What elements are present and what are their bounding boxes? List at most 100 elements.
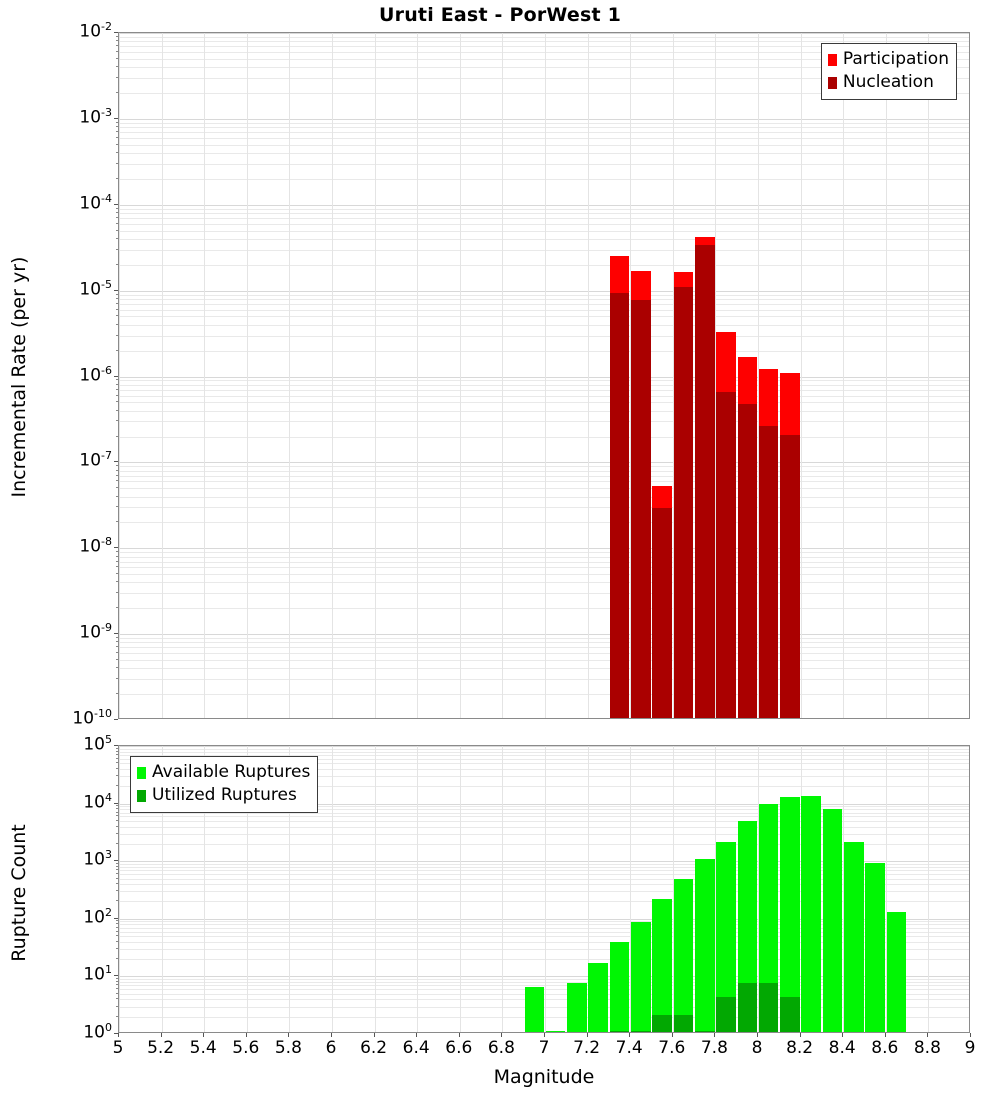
xtick-label: 8.2 — [786, 1038, 814, 1058]
legend-entry[interactable]: Available Ruptures — [137, 761, 310, 784]
ytick-mark-minor — [116, 872, 118, 874]
ytick-mark-minor — [116, 984, 118, 986]
gridline-minor — [119, 751, 969, 753]
ytick-mark-minor — [116, 900, 118, 902]
rupture-count-y-ticklabels: 105 104 103 102 101 100 — [0, 734, 112, 1041]
gridline-major — [119, 634, 969, 636]
incremental-rate-plot[interactable]: Participation Nucleation — [118, 32, 970, 719]
ytick-mantissa: 10 — [72, 708, 95, 729]
xtick-mark — [288, 1033, 290, 1037]
ytick-mark-minor — [116, 750, 118, 752]
gridline-vertical — [204, 33, 205, 718]
ytick-mantissa: 10 — [79, 193, 102, 214]
legend-swatch-icon — [137, 789, 146, 802]
gridline-minor — [119, 384, 969, 386]
gridline-minor — [119, 52, 969, 54]
ytick-mark-minor — [116, 646, 118, 648]
ytick-mark-minor — [116, 229, 118, 231]
xtick-label: 9 — [964, 1038, 976, 1058]
ytick-exponent: -9 — [101, 620, 112, 634]
bar — [631, 921, 651, 1032]
bar — [822, 808, 843, 1032]
rupture-count-legend[interactable]: Available Ruptures Utilized Ruptures — [130, 756, 319, 813]
ytick-mark-minor — [116, 940, 118, 942]
gridline-major — [119, 803, 969, 805]
gridline-major — [119, 376, 969, 378]
gridline-minor — [119, 931, 969, 933]
magnitude-x-axis-label: Magnitude — [493, 1066, 595, 1088]
xtick-label: 7.6 — [658, 1038, 686, 1058]
ytick-mark-minor — [116, 152, 118, 154]
ytick-mark-minor — [116, 126, 118, 128]
ytick-label: 105 — [83, 734, 112, 754]
gridline-minor — [119, 178, 969, 180]
ytick-exponent: 1 — [105, 963, 112, 977]
ytick-mark-minor — [116, 869, 118, 871]
gridline-minor — [119, 163, 969, 165]
ytick-mark-minor — [116, 988, 118, 990]
ytick-mark-minor — [116, 323, 118, 325]
gridline-minor — [119, 77, 969, 79]
xtick-mark — [331, 1033, 332, 1037]
ytick-mark-minor — [116, 753, 118, 755]
xtick-label: 6.8 — [487, 1038, 515, 1058]
ytick-label: 10-4 — [79, 193, 112, 214]
xtick-label: 5.4 — [189, 1038, 217, 1058]
ytick-mark-minor — [116, 923, 118, 925]
ytick-mark-minor — [116, 302, 118, 304]
ytick-mark-minor — [116, 890, 118, 892]
gridline-minor — [119, 776, 969, 778]
ytick-label: 10-6 — [79, 364, 112, 384]
gridline-minor — [119, 93, 969, 95]
ytick-mark-minor — [116, 379, 118, 381]
gridline-minor — [119, 941, 969, 943]
xtick-label: 8 — [751, 1038, 763, 1058]
gridline-minor — [119, 608, 969, 610]
ytick-mark-minor — [116, 521, 118, 523]
ytick-mark-minor — [116, 162, 118, 164]
xtick-mark — [671, 1033, 673, 1037]
ytick-mark-minor — [116, 394, 118, 396]
ytick-label: 10-8 — [79, 536, 112, 556]
ytick-mark-minor — [116, 811, 118, 813]
gridline-minor — [119, 335, 969, 337]
legend-entry[interactable]: Utilized Ruptures — [137, 784, 310, 807]
xtick-label: 5 — [112, 1038, 124, 1058]
gridline-vertical — [417, 746, 418, 1032]
legend-entry[interactable]: Participation — [827, 48, 949, 71]
gridline-minor — [119, 694, 969, 696]
rupture-count-plot[interactable]: Available Ruptures Utilized Ruptures — [118, 745, 970, 1033]
ytick-mark-minor — [116, 641, 118, 643]
ytick-mark-minor — [116, 592, 118, 594]
ytick-exponent: -10 — [94, 706, 112, 720]
ytick-mark-minor — [116, 573, 118, 575]
ytick-mark-minor — [116, 757, 118, 759]
gridline-minor — [119, 556, 969, 558]
bar — [844, 841, 864, 1032]
ytick-mark-minor — [116, 207, 118, 209]
incremental-rate-y-axis-label: Incremental Rate (per yr) — [8, 256, 30, 498]
ytick-mantissa: 10 — [79, 107, 102, 128]
gridline-vertical — [545, 746, 546, 1032]
gridline-minor — [119, 41, 969, 43]
ytick-mark — [114, 547, 118, 549]
gridline-vertical — [162, 746, 163, 1032]
gridline-minor — [119, 768, 969, 770]
ytick-exponent: -3 — [101, 105, 112, 119]
ytick-mark-minor — [116, 883, 118, 885]
xtick-mark — [203, 1033, 205, 1037]
xtick-label: 6 — [325, 1038, 337, 1058]
gridline-vertical — [928, 33, 929, 718]
ytick-mark — [114, 975, 118, 977]
gridline-vertical — [375, 746, 376, 1032]
xtick-label: 7.8 — [700, 1038, 728, 1058]
gridline-major — [119, 204, 969, 206]
gridline-minor — [119, 809, 969, 811]
gridline-vertical — [247, 33, 248, 718]
ytick-mark-minor — [116, 57, 118, 59]
bar — [780, 997, 800, 1032]
xtick-label: 5.2 — [147, 1038, 175, 1058]
legend-entry[interactable]: Nucleation — [827, 71, 949, 94]
incremental-rate-legend[interactable]: Participation Nucleation — [820, 43, 957, 100]
gridline-minor — [119, 264, 969, 266]
